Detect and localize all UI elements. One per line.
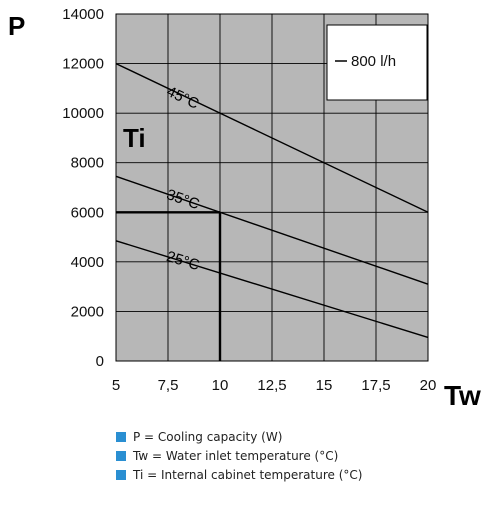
x-tick-label: 7,5: [158, 377, 179, 394]
legend: 800 l/h: [326, 24, 428, 101]
cooling-capacity-chart: 45°C35°C25°C 020004000600080001000012000…: [8, 6, 481, 411]
notes-list: P = Cooling capacity (W) Tw = Water inle…: [116, 427, 362, 484]
legend-entry: 800 l/h: [351, 53, 396, 70]
note-item: Ti = Internal cabinet temperature (°C): [116, 465, 362, 484]
curve-line: [115, 240, 429, 339]
note-text: P = Cooling capacity (W): [133, 429, 283, 444]
x-tick-labels: 5 7,5 10 12,5 15 17,5 20: [112, 377, 437, 394]
x-tick-label: 10: [212, 377, 229, 394]
note-item: Tw = Water inlet temperature (°C): [116, 446, 362, 465]
y-tick-label: 0: [96, 353, 104, 370]
bullet-square-icon: [116, 469, 126, 480]
y-tick-label: 10000: [62, 105, 104, 122]
legend-box: [326, 24, 428, 101]
x-tick-label: 17,5: [361, 377, 390, 394]
y-axis-title: P: [8, 11, 25, 41]
note-text: Tw = Water inlet temperature (°C): [133, 448, 339, 463]
bullet-square-icon: [116, 431, 126, 442]
y-tick-label: 4000: [71, 254, 104, 271]
note-text: Ti = Internal cabinet temperature (°C): [133, 467, 363, 482]
y-tick-label: 8000: [71, 155, 104, 172]
plot-frame: [115, 13, 429, 362]
x-axis-title: Tw: [444, 380, 481, 411]
curve-line: [115, 62, 429, 213]
x-tick-label: 20: [420, 377, 437, 394]
curve-line: [115, 175, 429, 285]
bullet-square-icon: [116, 450, 126, 461]
x-tick-label: 12,5: [257, 377, 286, 394]
y-tick-label: 14000: [62, 6, 104, 23]
y-tick-label: 12000: [62, 56, 104, 73]
y-tick-label: 6000: [71, 204, 104, 221]
y-tick-labels: 0 2000 4000 6000 8000 10000 12000 14000: [62, 6, 104, 370]
y-tick-label: 2000: [71, 303, 104, 320]
example-reading-lines: [116, 211, 222, 361]
x-tick-label: 5: [112, 377, 120, 394]
note-item: P = Cooling capacity (W): [116, 427, 362, 446]
x-tick-label: 15: [316, 377, 333, 394]
ti-label: Ti: [123, 123, 146, 153]
